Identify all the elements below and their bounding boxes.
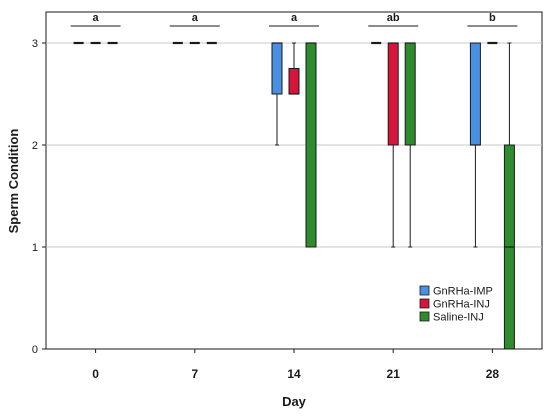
- x-tick-label: 21: [387, 367, 401, 381]
- box-body: [288, 68, 300, 95]
- legend-label: GnRHa-IMP: [433, 286, 493, 298]
- box-body: [305, 42, 317, 248]
- legend-swatch: [419, 285, 430, 296]
- y-axis-label: Sperm Condition: [6, 129, 21, 234]
- x-axis-label: Day: [282, 394, 307, 409]
- box-gnrha-inj-14: [288, 42, 300, 95]
- y-tick-label: 1: [32, 242, 38, 254]
- significance-letter: ab: [387, 12, 400, 24]
- box-saline-inj-28: [503, 42, 515, 350]
- y-tick-label: 2: [32, 140, 38, 152]
- legend-swatch: [419, 311, 430, 322]
- box-body: [387, 42, 399, 146]
- legend-swatch: [419, 298, 430, 309]
- legend-label: GnRHa-INJ: [433, 299, 490, 311]
- boxes: [73, 41, 515, 350]
- box-gnrha-imp-14: [271, 42, 283, 146]
- significance-annotations: a a a ab b: [70, 12, 518, 27]
- box-saline-inj-21: [404, 42, 416, 248]
- x-tick-label: 28: [486, 367, 500, 381]
- legend-label: Saline-INJ: [433, 312, 484, 324]
- x-axis-ticks: 0 7 14 21 28: [92, 349, 499, 381]
- box-gnrha-imp-28: [469, 42, 481, 248]
- y-tick-label: 3: [32, 38, 38, 50]
- x-tick-label: 7: [191, 367, 198, 381]
- y-axis-ticks: 0 1 2 3: [32, 38, 46, 356]
- significance-letter: a: [93, 12, 100, 24]
- x-tick-label: 14: [287, 367, 301, 381]
- box-body: [271, 42, 283, 95]
- significance-letter: a: [291, 12, 298, 24]
- box-gnrha-inj-21: [387, 42, 399, 248]
- box-body: [469, 42, 481, 146]
- box-body: [404, 42, 416, 146]
- significance-letter: b: [489, 12, 496, 24]
- y-tick-label: 0: [32, 344, 38, 356]
- box-saline-inj-14: [305, 42, 317, 248]
- significance-letter: a: [192, 12, 199, 24]
- x-tick-label: 0: [92, 367, 99, 381]
